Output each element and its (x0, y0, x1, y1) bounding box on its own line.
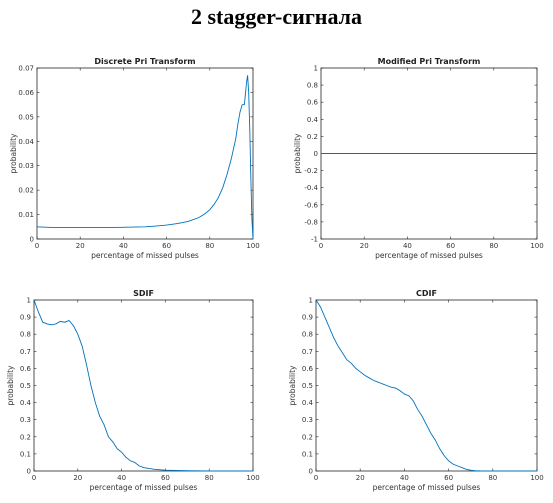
x-tick-label: 20 (360, 242, 369, 250)
y-tick-label: -0.8 (304, 218, 318, 226)
chart-title: Discrete Pri Transform (94, 57, 195, 66)
x-tick-label: 100 (530, 242, 543, 250)
y-tick-label: -0.6 (304, 201, 318, 209)
x-tick-label: 80 (488, 474, 497, 482)
x-tick-label: 20 (356, 474, 365, 482)
x-tick-label: 100 (246, 242, 259, 250)
x-tick-label: 40 (117, 474, 126, 482)
y-tick-label: 0.3 (20, 416, 31, 424)
series-line (36, 75, 254, 240)
y-tick-label: 0.03 (18, 162, 34, 170)
y-tick-label: -0.2 (304, 167, 318, 175)
panel-sdif: 0 20 40 60 80 100 0 0.1 0.2 0.3 0.4 0.5 0.6 0.7 0.8 0.9… (6, 289, 260, 492)
y-tick-label: 0.2 (302, 433, 313, 441)
y-tick-label: 0.5 (20, 382, 31, 390)
y-tick-label: 0.01 (18, 211, 34, 219)
y-tick-label: 0.7 (20, 348, 31, 356)
y-tick-label: 0.5 (302, 382, 313, 390)
y-axis-label: probability (288, 365, 297, 406)
x-tick-label: 60 (446, 242, 455, 250)
y-tick-label: 0.2 (20, 433, 31, 441)
x-tick-label: 60 (162, 242, 171, 250)
y-axis-label: probability (293, 133, 302, 174)
y-tick-label: 0.8 (302, 331, 313, 339)
x-tick-label: 60 (444, 474, 453, 482)
y-tick-label: 0.1 (20, 450, 31, 458)
chart-title: SDIF (133, 289, 154, 298)
x-tick-label: 40 (119, 242, 128, 250)
x-axis-label: percentage of missed pulses (375, 251, 483, 260)
y-tick-label: 0 (30, 236, 34, 244)
y-tick-label: 0.06 (18, 89, 34, 97)
y-tick-label: 0.2 (307, 133, 318, 141)
y-tick-label: 0.3 (302, 416, 313, 424)
panel-modified-pri-transform: 0 20 40 60 80 100 -1 -0.8 -0.6 -0.4 -0.2 0 0.2 0.4 0.6… (293, 57, 544, 260)
y-tick-label: 0.7 (302, 348, 313, 356)
x-tick-label: 40 (400, 474, 409, 482)
y-tick-label: -0.4 (304, 184, 318, 192)
y-tick-label: 0 (309, 468, 313, 476)
axes-box (36, 67, 254, 240)
chart-title: CDIF (416, 289, 437, 298)
y-axis-label: probability (6, 365, 15, 406)
y-tick-label: 0.8 (307, 82, 318, 90)
y-tick-label: 0.4 (302, 399, 314, 407)
x-tick-label: 80 (489, 242, 498, 250)
x-tick-label: 20 (73, 474, 82, 482)
y-tick-label: -1 (311, 236, 318, 244)
x-tick-label: 80 (205, 242, 214, 250)
y-tick-label: 0 (27, 468, 31, 476)
x-axis-label: percentage of missed pulses (373, 483, 481, 492)
x-tick-label: 20 (76, 242, 85, 250)
y-tick-label: 0.9 (302, 314, 313, 322)
x-axis-label: percentage of missed pulses (90, 483, 198, 492)
y-tick-label: 0.4 (20, 399, 32, 407)
y-tick-label: 1 (309, 297, 313, 305)
panel-cdif: 0 20 40 60 80 100 0 0.1 0.2 0.3 0.4 0.5 0.6 0.7 0.8 0.9… (288, 289, 544, 492)
x-tick-label: 80 (205, 474, 214, 482)
x-tick-label: 60 (161, 474, 170, 482)
axes-box (33, 299, 254, 472)
x-tick-label: 0 (32, 474, 36, 482)
y-tick-label: 0.6 (302, 365, 314, 373)
axes-box (315, 299, 538, 472)
x-tick-label: 0 (314, 474, 318, 482)
y-tick-label: 0 (314, 150, 318, 158)
x-tick-label: 0 (319, 242, 323, 250)
y-tick-label: 0.04 (18, 138, 34, 146)
y-tick-label: 1 (314, 65, 318, 73)
panel-discrete-pri-transform: 0 20 40 60 80 100 0 0.01 0.02 0.03 0.04 0.05 0.06 0.0… (9, 57, 260, 260)
y-tick-label: 0.8 (20, 331, 31, 339)
y-tick-label: 0.02 (18, 187, 34, 195)
x-tick-label: 0 (35, 242, 39, 250)
series-line (33, 299, 253, 472)
x-tick-label: 100 (246, 474, 259, 482)
y-tick-label: 0.1 (302, 450, 313, 458)
page-title: 2 stagger-сигнала (190, 4, 363, 29)
y-tick-label: 0.4 (307, 116, 319, 124)
chart-title: Modified Pri Transform (378, 57, 481, 66)
x-tick-label: 100 (530, 474, 543, 482)
y-tick-label: 0.6 (20, 365, 32, 373)
y-tick-label: 1 (27, 297, 31, 305)
y-tick-label: 0.05 (18, 113, 34, 121)
y-tick-label: 0.07 (18, 65, 34, 73)
x-tick-label: 40 (403, 242, 412, 250)
y-axis-label: probability (9, 133, 18, 174)
y-tick-label: 0.6 (307, 99, 319, 107)
series-line (315, 299, 537, 472)
y-tick-label: 0.9 (20, 314, 31, 322)
x-axis-label: percentage of missed pulses (91, 251, 199, 260)
